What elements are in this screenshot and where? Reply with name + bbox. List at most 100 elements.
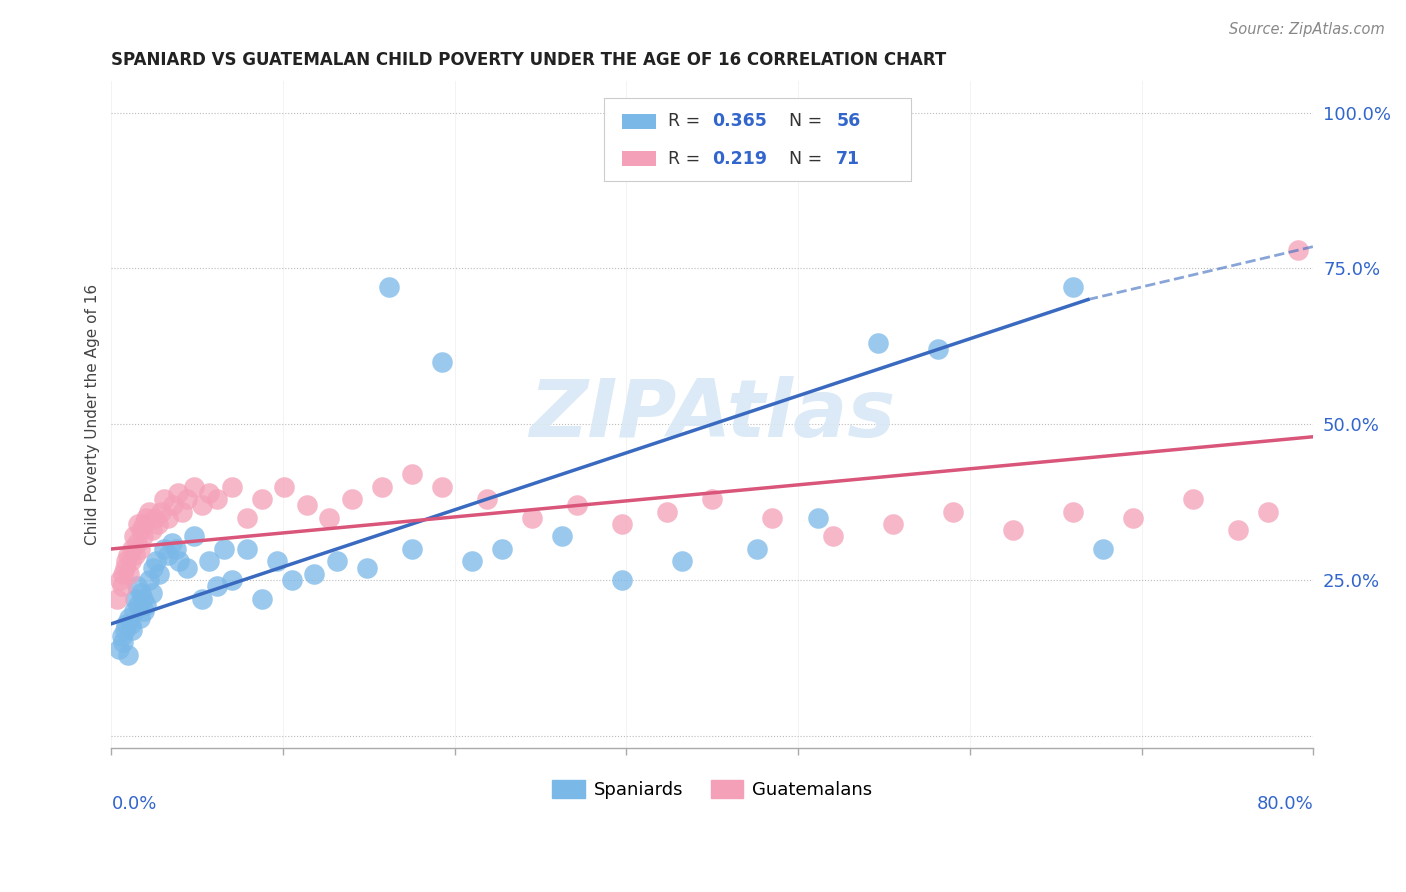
Spaniards — [127, 598, 149, 612]
Guatemalans — [129, 541, 152, 556]
Guatemalans — [565, 499, 588, 513]
Guatemalans — [198, 486, 221, 500]
Spaniards — [141, 585, 163, 599]
Y-axis label: Child Poverty Under the Age of 16: Child Poverty Under the Age of 16 — [86, 285, 100, 546]
Spaniards — [280, 573, 302, 587]
Text: Source: ZipAtlas.com: Source: ZipAtlas.com — [1229, 22, 1385, 37]
Guatemalans — [1227, 523, 1250, 537]
Guatemalans — [120, 554, 142, 568]
FancyBboxPatch shape — [605, 98, 911, 181]
Spaniards — [866, 336, 889, 351]
Guatemalans — [135, 510, 157, 524]
Guatemalans — [115, 554, 138, 568]
Guatemalans — [1317, 541, 1340, 556]
Spaniards — [551, 529, 574, 543]
Spaniards — [1091, 541, 1114, 556]
Spaniards — [266, 554, 288, 568]
Guatemalans — [125, 535, 148, 549]
Guatemalans — [153, 492, 176, 507]
Guatemalans — [131, 523, 153, 537]
Spaniards — [122, 604, 145, 618]
Guatemalans — [1376, 541, 1399, 556]
Text: 71: 71 — [837, 150, 860, 168]
Guatemalans — [942, 504, 965, 518]
Guatemalans — [117, 548, 139, 562]
Guatemalans — [475, 492, 498, 507]
Spaniards — [165, 541, 187, 556]
Guatemalans — [190, 499, 212, 513]
Guatemalans — [1001, 523, 1024, 537]
Text: 0.365: 0.365 — [713, 112, 768, 130]
Spaniards — [430, 355, 453, 369]
Guatemalans — [761, 510, 783, 524]
Spaniards — [142, 560, 165, 574]
Guatemalans — [110, 573, 132, 587]
Spaniards — [212, 541, 235, 556]
Guatemalans — [176, 492, 198, 507]
Spaniards — [121, 623, 143, 637]
Guatemalans — [107, 591, 129, 606]
Spaniards — [461, 554, 484, 568]
Guatemalans — [702, 492, 724, 507]
Guatemalans — [150, 504, 173, 518]
Guatemalans — [111, 579, 134, 593]
Guatemalans — [1182, 492, 1205, 507]
Guatemalans — [134, 516, 156, 531]
Spaniards — [671, 554, 693, 568]
Spaniards — [491, 541, 513, 556]
Guatemalans — [520, 510, 543, 524]
Spaniards — [160, 535, 183, 549]
Guatemalans — [205, 492, 228, 507]
Guatemalans — [295, 499, 318, 513]
Spaniards — [401, 541, 423, 556]
Guatemalans — [124, 548, 146, 562]
FancyBboxPatch shape — [623, 152, 655, 166]
Spaniards — [134, 604, 156, 618]
Guatemalans — [250, 492, 273, 507]
Spaniards — [157, 548, 180, 562]
Spaniards — [117, 648, 139, 662]
Text: R =: R = — [668, 150, 706, 168]
Spaniards — [124, 591, 146, 606]
Spaniards — [235, 541, 257, 556]
Guatemalans — [146, 516, 169, 531]
Guatemalans — [170, 504, 193, 518]
Spaniards — [205, 579, 228, 593]
Guatemalans — [1362, 516, 1385, 531]
Guatemalans — [162, 499, 184, 513]
Guatemalans — [157, 510, 180, 524]
Spaniards — [112, 635, 135, 649]
Spaniards — [132, 591, 155, 606]
Spaniards — [120, 616, 142, 631]
Spaniards — [153, 541, 176, 556]
Text: ZIPAtlas: ZIPAtlas — [529, 376, 896, 454]
Guatemalans — [430, 480, 453, 494]
Guatemalans — [132, 529, 155, 543]
Guatemalans — [127, 516, 149, 531]
Guatemalans — [821, 529, 844, 543]
Text: 80.0%: 80.0% — [1257, 795, 1313, 814]
Guatemalans — [318, 510, 340, 524]
Spaniards — [378, 280, 401, 294]
Guatemalans — [221, 480, 243, 494]
Guatemalans — [882, 516, 904, 531]
Spaniards — [356, 560, 378, 574]
Spaniards — [612, 573, 634, 587]
Spaniards — [131, 585, 153, 599]
Text: 0.0%: 0.0% — [111, 795, 157, 814]
Text: N =: N = — [779, 112, 828, 130]
Guatemalans — [122, 529, 145, 543]
Spaniards — [111, 629, 134, 643]
Text: N =: N = — [779, 150, 828, 168]
Spaniards — [250, 591, 273, 606]
Guatemalans — [118, 566, 141, 581]
Guatemalans — [1392, 554, 1406, 568]
Guatemalans — [138, 504, 160, 518]
Spaniards — [1062, 280, 1084, 294]
Spaniards — [806, 510, 828, 524]
Guatemalans — [143, 510, 166, 524]
Text: 56: 56 — [837, 112, 860, 130]
Spaniards — [148, 566, 170, 581]
Text: R =: R = — [668, 112, 706, 130]
Spaniards — [118, 610, 141, 624]
